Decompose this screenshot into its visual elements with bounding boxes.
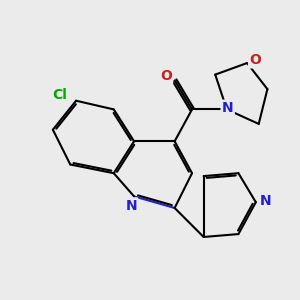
Text: O: O (160, 69, 172, 83)
Text: N: N (222, 101, 233, 115)
Text: N: N (125, 199, 137, 213)
Text: N: N (260, 194, 272, 208)
Text: Cl: Cl (53, 88, 68, 103)
Text: O: O (249, 53, 261, 67)
